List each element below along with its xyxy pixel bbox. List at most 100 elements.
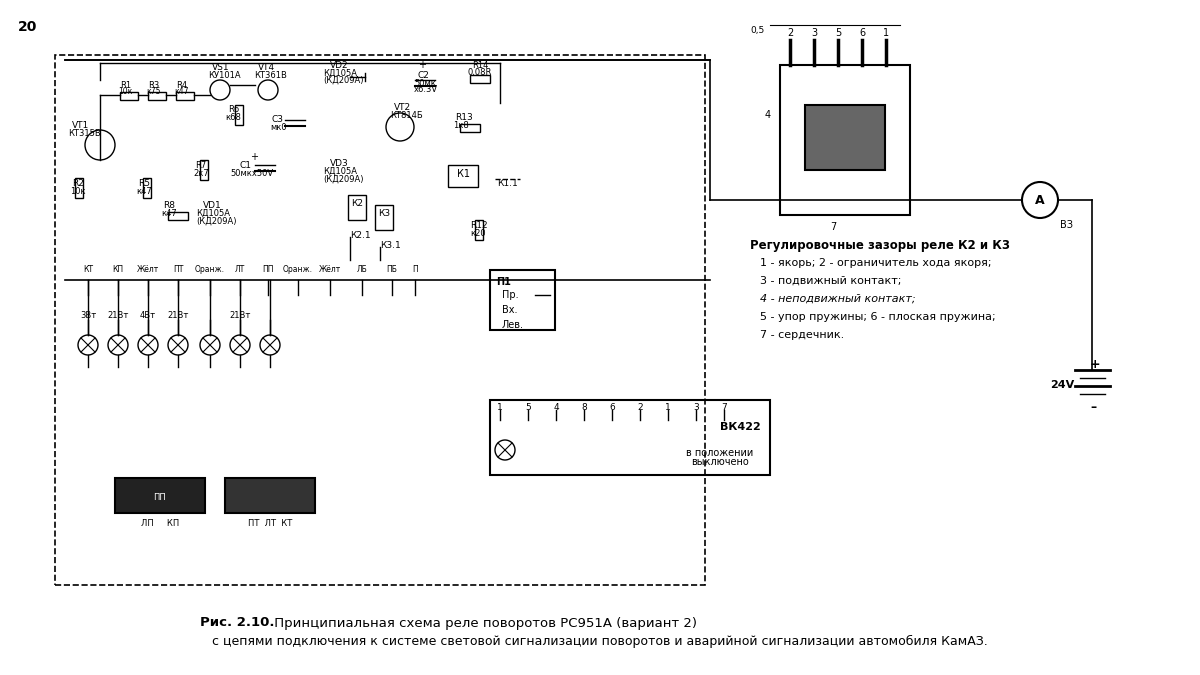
Text: 2: 2 (637, 402, 643, 412)
Text: 10к: 10к (70, 186, 85, 196)
Text: Принципиальная схема реле поворотов РС951А (вариант 2): Принципиальная схема реле поворотов РС95… (270, 616, 697, 630)
Text: КД105А: КД105А (323, 68, 358, 78)
Text: КП: КП (113, 265, 124, 275)
Bar (348, 195, 366, 220)
Text: R8: R8 (163, 200, 175, 209)
Text: 21Вт: 21Вт (107, 310, 128, 319)
Text: х6.3V: х6.3V (414, 86, 438, 94)
Text: R5: R5 (138, 178, 150, 188)
Text: R7: R7 (194, 161, 206, 169)
Text: КТ315В: КТ315В (68, 128, 101, 138)
Text: 4: 4 (766, 110, 772, 120)
Text: 4: 4 (553, 402, 559, 412)
Bar (148, 92, 166, 100)
Text: 7: 7 (721, 402, 727, 412)
Text: C2: C2 (418, 70, 430, 80)
Text: 3: 3 (811, 28, 817, 38)
Text: R1: R1 (120, 80, 131, 90)
Text: мк0: мк0 (270, 124, 287, 132)
Text: К2.1: К2.1 (350, 230, 371, 240)
Text: КД105А: КД105А (196, 209, 230, 217)
Bar (176, 92, 194, 100)
Text: R3: R3 (148, 80, 160, 90)
Text: R4: R4 (176, 80, 187, 90)
Text: 0,08R: 0,08R (468, 68, 492, 78)
Text: выключено: выключено (691, 457, 749, 467)
Text: ПТ: ПТ (173, 265, 184, 275)
Text: К3: К3 (378, 209, 390, 217)
Bar (490, 270, 554, 330)
Text: C3: C3 (272, 115, 284, 124)
Text: VT1: VT1 (72, 121, 89, 130)
Bar (460, 124, 480, 132)
Bar (780, 65, 910, 215)
Text: Рис. 2.10.: Рис. 2.10. (200, 616, 275, 630)
Bar (475, 220, 482, 240)
Text: 3 - подвижный контакт;: 3 - подвижный контакт; (760, 276, 901, 286)
Text: Пр.: Пр. (502, 290, 518, 300)
Text: R12: R12 (470, 221, 487, 230)
Text: VD3: VD3 (330, 159, 349, 167)
Text: 5: 5 (835, 28, 841, 38)
Text: П1: П1 (496, 277, 511, 287)
Text: C1: C1 (240, 161, 252, 169)
Text: Вх.: Вх. (502, 305, 517, 315)
Text: –: – (1090, 400, 1096, 414)
Bar (374, 205, 394, 230)
Text: +: + (418, 60, 426, 70)
Bar (55, 55, 706, 585)
Text: 1: 1 (665, 402, 671, 412)
Text: к68: к68 (226, 113, 241, 122)
Text: 8: 8 (581, 402, 587, 412)
Text: 50мкх50V: 50мкх50V (230, 169, 274, 178)
Bar (74, 178, 83, 198)
Text: 7: 7 (830, 222, 836, 232)
Text: 5: 5 (526, 402, 530, 412)
Text: 0,5: 0,5 (750, 26, 764, 34)
Text: VS1: VS1 (212, 63, 229, 72)
Text: 24V: 24V (1050, 380, 1074, 390)
Text: 20: 20 (18, 20, 37, 34)
Text: 6: 6 (859, 28, 865, 38)
Text: R14: R14 (472, 61, 488, 70)
Text: (КД209А): (КД209А) (323, 175, 364, 184)
Text: КТ361В: КТ361В (254, 72, 287, 80)
Text: к47: к47 (174, 88, 188, 97)
Bar (115, 478, 205, 513)
Text: КТ814Б: КТ814Б (390, 111, 422, 119)
Text: К1: К1 (457, 169, 470, 179)
Text: (КД209А): (КД209А) (323, 76, 364, 84)
Text: А: А (1036, 194, 1045, 207)
Text: 21Вт: 21Вт (167, 310, 188, 319)
Text: Лев.: Лев. (502, 320, 524, 330)
Text: Регулировочные зазоры реле К2 и К3: Регулировочные зазоры реле К2 и К3 (750, 238, 1010, 252)
Bar (120, 92, 138, 100)
Text: ПП: ПП (154, 493, 167, 502)
Text: 10к: 10к (118, 88, 132, 97)
Bar (143, 178, 151, 198)
Text: КД105А: КД105А (323, 167, 358, 176)
Text: 1: 1 (497, 402, 503, 412)
Text: К3.1: К3.1 (380, 240, 401, 250)
Text: 1 - якорь; 2 - ограничитель хода якоря;: 1 - якорь; 2 - ограничитель хода якоря; (760, 258, 991, 268)
Text: К2: К2 (352, 198, 364, 207)
Text: ВК422: ВК422 (720, 422, 761, 432)
Text: 1к8: 1к8 (454, 121, 469, 130)
Text: в положении: в положении (686, 448, 754, 458)
Text: VT4: VT4 (258, 63, 275, 72)
Text: 4Вт: 4Вт (140, 310, 156, 319)
Text: 4 - неподвижный контакт;: 4 - неподвижный контакт; (760, 294, 916, 304)
Text: КУ101А: КУ101А (208, 72, 241, 80)
Text: 2: 2 (787, 28, 793, 38)
Text: 5 - упор пружины; 6 - плоская пружина;: 5 - упор пружины; 6 - плоская пружина; (760, 312, 996, 322)
Text: 3Вт: 3Вт (80, 310, 96, 319)
Text: ПП: ПП (263, 265, 274, 275)
Text: 1: 1 (883, 28, 889, 38)
Text: VT2: VT2 (394, 103, 412, 111)
Text: (КД209А): (КД209А) (196, 217, 236, 225)
Text: ПТ  ЛТ  КТ: ПТ ЛТ КТ (248, 518, 292, 527)
Bar (168, 212, 188, 220)
Text: ЛП     КП: ЛП КП (140, 518, 179, 527)
Text: R6: R6 (228, 105, 239, 115)
Bar (470, 75, 490, 83)
